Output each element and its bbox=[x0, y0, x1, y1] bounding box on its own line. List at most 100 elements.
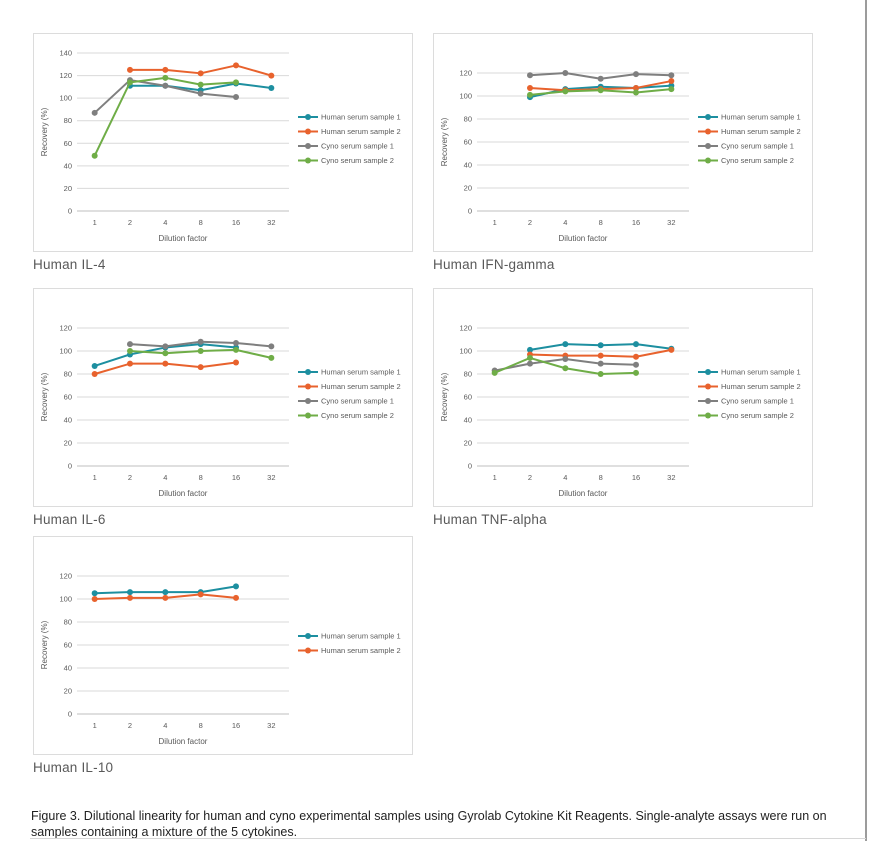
y-tick-label: 40 bbox=[464, 416, 472, 425]
data-point-gray bbox=[127, 341, 133, 348]
y-tick-label: 140 bbox=[59, 49, 72, 58]
x-tick-label: 4 bbox=[163, 218, 167, 227]
data-point-orange bbox=[91, 596, 98, 602]
x-tick-label: 1 bbox=[93, 473, 97, 482]
figure-caption: Figure 3. Dilutional linearity for human… bbox=[31, 808, 827, 839]
y-axis-title: Recovery (%) bbox=[40, 107, 49, 156]
data-point-green bbox=[162, 350, 169, 357]
data-point-green bbox=[268, 354, 275, 361]
data-point-orange bbox=[91, 371, 98, 377]
data-point-green bbox=[233, 79, 239, 86]
x-tick-label: 1 bbox=[493, 473, 497, 482]
data-point-gray bbox=[562, 70, 569, 76]
line-chart-human-tnf-alpha: 0 20 40 60 80 100 120 1 2 4 8 16 32 Dilution factor Re… bbox=[440, 324, 801, 499]
legend-label: Human serum sample 2 bbox=[321, 127, 401, 136]
y-tick-label: 60 bbox=[64, 393, 72, 402]
data-point-orange bbox=[127, 66, 133, 73]
data-point-orange bbox=[127, 594, 133, 601]
data-point-green bbox=[633, 89, 639, 96]
data-point-orange bbox=[633, 84, 639, 91]
legend-marker bbox=[305, 143, 311, 149]
y-tick-label: 120 bbox=[459, 69, 472, 78]
y-axis-title: Recovery (%) bbox=[440, 117, 449, 166]
x-tick-label: 8 bbox=[199, 721, 203, 730]
figure-human-il10: 0 20 40 60 80 100 120 1 2 4 8 16 32 Dilution factor Re… bbox=[33, 536, 413, 776]
legend-label: Cyno serum sample 1 bbox=[721, 142, 794, 151]
x-tick-label: 4 bbox=[163, 721, 167, 730]
data-point-gray bbox=[91, 109, 98, 116]
legend-marker bbox=[705, 369, 711, 375]
figure-human-ifn-gamma: 0 20 40 60 80 100 120 1 2 4 8 16 32 Dilution factor Re… bbox=[433, 33, 813, 273]
chart-box-il4: 0 20 40 60 80 100 120 140 1 2 4 8 16 32 Dilution facto… bbox=[33, 33, 413, 252]
legend-marker bbox=[305, 647, 311, 654]
data-point-gray bbox=[233, 339, 239, 346]
data-point-green bbox=[527, 91, 533, 98]
y-tick-label: 100 bbox=[459, 92, 472, 101]
data-point-teal bbox=[162, 589, 169, 596]
y-tick-label: 20 bbox=[64, 439, 72, 448]
x-tick-label: 4 bbox=[163, 473, 167, 482]
data-point-orange bbox=[668, 78, 675, 85]
y-tick-label: 0 bbox=[68, 462, 72, 471]
x-tick-label: 1 bbox=[93, 218, 97, 227]
x-tick-label: 8 bbox=[199, 218, 203, 227]
data-point-orange bbox=[127, 360, 133, 367]
data-point-orange bbox=[233, 62, 239, 69]
y-tick-label: 40 bbox=[64, 161, 72, 170]
data-point-green bbox=[162, 74, 169, 81]
legend-label: Cyno serum sample 2 bbox=[721, 411, 794, 420]
x-tick-label: 16 bbox=[232, 473, 240, 482]
figure-human-il6: 0 20 40 60 80 100 120 1 2 4 8 16 32 Dilution factor Re… bbox=[33, 288, 413, 528]
chart-title-human-il6: Human IL-6 bbox=[33, 512, 106, 527]
series-line-green bbox=[93, 76, 237, 157]
data-point-gray bbox=[633, 361, 639, 368]
data-point-orange bbox=[162, 594, 169, 601]
legend-marker bbox=[705, 128, 711, 135]
x-axis-title: Dilution factor bbox=[159, 489, 208, 498]
data-point-teal bbox=[527, 346, 533, 353]
line-chart-human-il4: 0 20 40 60 80 100 120 140 1 2 4 8 16 32 Dilution facto… bbox=[40, 49, 401, 244]
x-tick-label: 32 bbox=[267, 721, 275, 730]
legend-marker bbox=[705, 157, 711, 164]
x-tick-label: 32 bbox=[667, 218, 675, 227]
data-point-gray bbox=[633, 71, 639, 78]
data-point-orange bbox=[633, 353, 639, 360]
legend-marker bbox=[305, 369, 311, 375]
y-tick-label: 80 bbox=[64, 116, 72, 125]
data-point-green bbox=[527, 354, 533, 361]
data-point-gray bbox=[668, 72, 675, 79]
y-tick-label: 120 bbox=[459, 324, 472, 333]
legend-label: Human serum sample 1 bbox=[721, 113, 801, 122]
data-point-gray bbox=[197, 338, 204, 345]
line-chart-human-il10: 0 20 40 60 80 100 120 1 2 4 8 16 32 Dilution factor Re… bbox=[40, 572, 401, 747]
legend-marker bbox=[305, 114, 311, 120]
data-point-green bbox=[633, 369, 639, 376]
x-tick-label: 16 bbox=[632, 473, 640, 482]
y-tick-label: 0 bbox=[68, 207, 72, 216]
data-point-orange bbox=[233, 594, 239, 601]
legend-marker bbox=[705, 143, 711, 149]
data-point-orange bbox=[197, 591, 204, 598]
y-axis-title: Recovery (%) bbox=[40, 620, 49, 669]
x-tick-label: 2 bbox=[528, 473, 532, 482]
data-point-green bbox=[127, 79, 133, 86]
chart-box-ifn-gamma: 0 20 40 60 80 100 120 1 2 4 8 16 32 Dilution factor Re… bbox=[433, 33, 813, 252]
data-point-teal bbox=[633, 341, 639, 348]
x-tick-label: 2 bbox=[128, 721, 132, 730]
y-tick-label: 20 bbox=[64, 687, 72, 696]
y-tick-label: 0 bbox=[468, 462, 472, 471]
x-axis-title: Dilution factor bbox=[159, 737, 208, 746]
data-point-green bbox=[597, 87, 604, 94]
legend-marker bbox=[705, 398, 711, 404]
y-tick-label: 40 bbox=[64, 664, 72, 673]
legend-label: Human serum sample 1 bbox=[321, 113, 401, 122]
legend-label: Cyno serum sample 2 bbox=[321, 411, 394, 420]
y-tick-label: 120 bbox=[59, 71, 72, 80]
data-point-orange bbox=[268, 72, 275, 79]
legend-label: Cyno serum sample 1 bbox=[321, 397, 394, 406]
y-axis-title: Recovery (%) bbox=[40, 372, 49, 421]
x-axis-title: Dilution factor bbox=[159, 234, 208, 243]
data-point-teal bbox=[268, 84, 275, 91]
x-tick-label: 8 bbox=[199, 473, 203, 482]
